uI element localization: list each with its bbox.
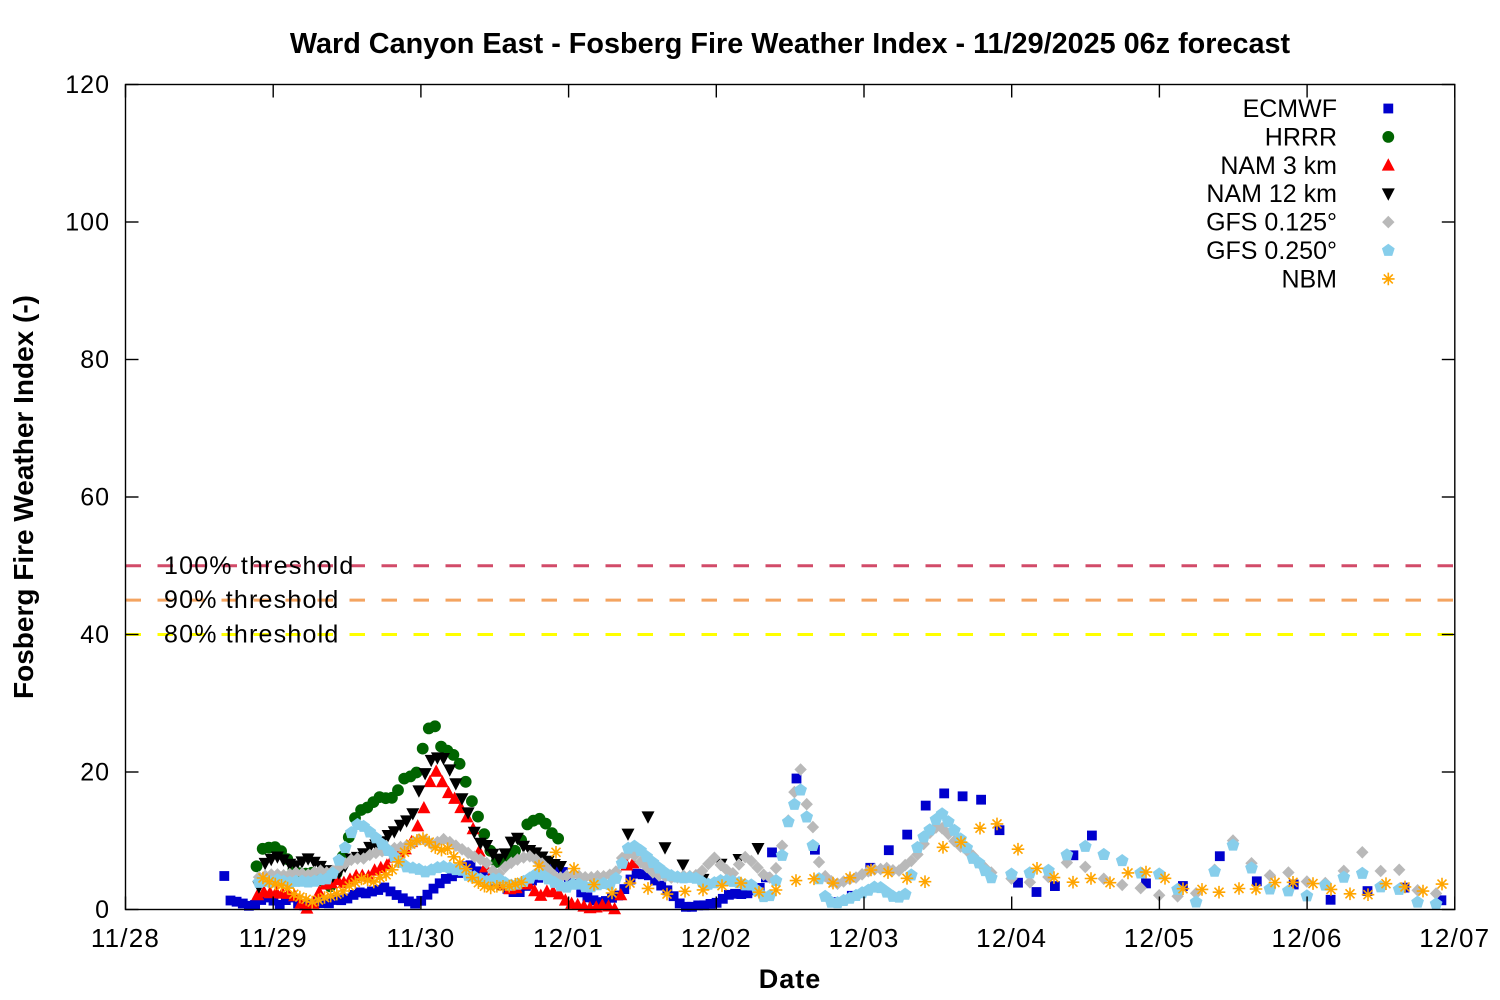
svg-text:80: 80 bbox=[80, 346, 110, 374]
svg-text:Fosberg Fire Weather Index (-): Fosberg Fire Weather Index (-) bbox=[8, 295, 39, 699]
svg-text:NBM: NBM bbox=[1281, 265, 1337, 293]
svg-text:0: 0 bbox=[95, 896, 110, 924]
svg-text:12/07: 12/07 bbox=[1419, 923, 1490, 953]
svg-text:100% threshold: 100% threshold bbox=[164, 552, 355, 580]
svg-text:40: 40 bbox=[80, 621, 110, 649]
svg-text:11/28: 11/28 bbox=[91, 923, 160, 953]
svg-text:90% threshold: 90% threshold bbox=[164, 586, 339, 614]
svg-text:11/30: 11/30 bbox=[386, 923, 455, 953]
svg-text:20: 20 bbox=[80, 759, 110, 787]
svg-text:Date: Date bbox=[759, 964, 822, 994]
svg-text:GFS 0.125°: GFS 0.125° bbox=[1206, 209, 1337, 237]
svg-text:HRRR: HRRR bbox=[1265, 123, 1337, 151]
svg-text:120: 120 bbox=[65, 71, 110, 99]
svg-text:NAM 3 km: NAM 3 km bbox=[1220, 152, 1337, 180]
svg-text:80% threshold: 80% threshold bbox=[164, 621, 339, 649]
svg-text:12/04: 12/04 bbox=[976, 923, 1047, 953]
svg-text:12/01: 12/01 bbox=[533, 923, 604, 953]
svg-text:12/05: 12/05 bbox=[1124, 923, 1195, 953]
svg-text:100: 100 bbox=[65, 209, 110, 237]
svg-text:12/06: 12/06 bbox=[1272, 923, 1343, 953]
svg-text:ECMWF: ECMWF bbox=[1243, 95, 1337, 123]
svg-text:60: 60 bbox=[80, 484, 110, 512]
svg-text:NAM 12 km: NAM 12 km bbox=[1206, 180, 1337, 208]
svg-text:GFS 0.250°: GFS 0.250° bbox=[1206, 237, 1337, 265]
svg-text:12/03: 12/03 bbox=[828, 923, 899, 953]
svg-text:Ward Canyon East - Fosberg Fir: Ward Canyon East - Fosberg Fire Weather … bbox=[290, 28, 1291, 60]
svg-text:11/29: 11/29 bbox=[239, 923, 308, 953]
svg-text:12/02: 12/02 bbox=[681, 923, 752, 953]
